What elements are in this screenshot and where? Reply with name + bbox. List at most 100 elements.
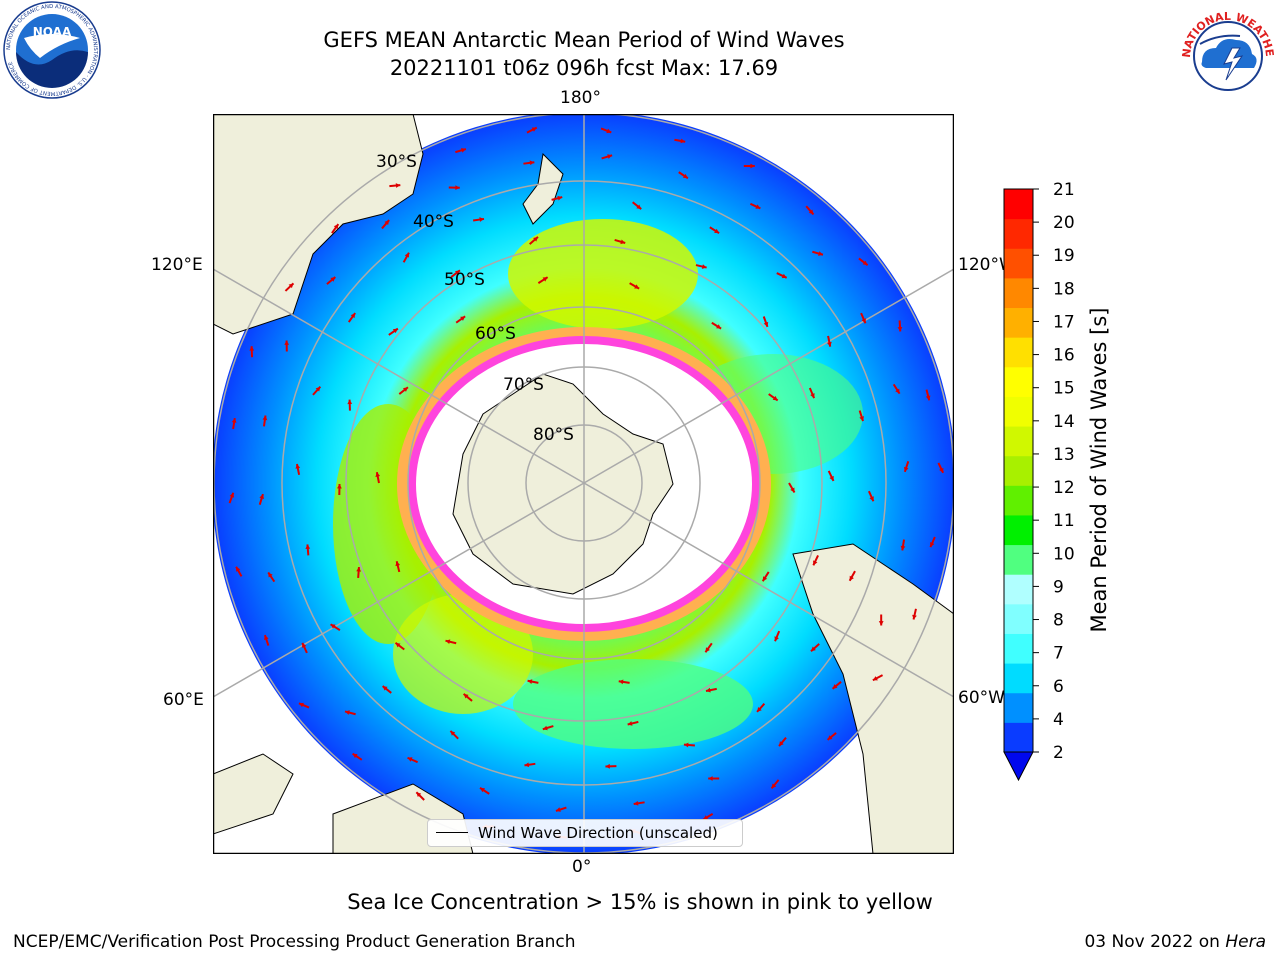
wave-direction-arrowhead: [395, 642, 401, 648]
australia-land: [213, 114, 424, 335]
colorbar-segment: [1004, 307, 1033, 338]
wave-direction-arrowhead: [813, 560, 818, 566]
wave-direction-arrowhead: [808, 209, 814, 215]
wave-direction-arrowhead: [750, 163, 755, 169]
lat-label-70s: 70°S: [503, 375, 544, 395]
wave-direction-arrowhead: [557, 195, 563, 201]
lon-label-120e: 120°E: [151, 255, 203, 275]
wave-direction-arrowhead: [872, 676, 878, 681]
wave-direction-arrowhead: [763, 321, 769, 327]
wave-direction-arrowhead: [344, 710, 350, 715]
wave-direction-arrowhead: [460, 316, 466, 321]
colorbar-tick-label: 17: [1053, 312, 1075, 332]
high-period-region: [393, 594, 533, 714]
colorbar-tick-label: 2: [1053, 743, 1064, 763]
colorbar-segment: [1004, 692, 1033, 723]
wave-direction-arrowhead: [708, 776, 713, 781]
wave-direction-arrowhead: [288, 283, 294, 289]
wave-direction-arrowhead: [463, 693, 469, 699]
wave-direction-arrowhead: [229, 492, 235, 498]
wave-direction-arrowhead: [703, 815, 709, 820]
wave-direction-arrowhead: [264, 635, 269, 640]
colorbar-segment: [1004, 544, 1033, 575]
footer-right: 03 Nov 2022 on Hera: [1084, 932, 1266, 952]
colorbar-tick-label: 20: [1053, 213, 1075, 233]
wave-direction-arrowhead: [781, 273, 787, 279]
wave-direction-arrowhead: [757, 707, 762, 712]
wave-direction-arrowhead: [347, 399, 353, 405]
wave-direction-arrowhead: [705, 687, 711, 693]
wave-direction-arrowhead: [607, 154, 613, 159]
wave-direction-arrowhead: [636, 204, 642, 210]
wave-direction-arrowhead: [352, 753, 358, 759]
wave-direction-arrowhead: [832, 684, 838, 689]
colorbar-segment: [1004, 574, 1033, 605]
wave-direction-arrowhead: [705, 647, 710, 653]
wave-direction-arrowhead: [284, 340, 290, 345]
footer-left: NCEP/EMC/Verification Post Processing Pr…: [13, 932, 576, 952]
colorbar-segment: [1004, 366, 1033, 397]
chart-title: GEFS MEAN Antarctic Mean Period of Wind …: [323, 28, 845, 52]
wave-direction-arrowhead: [771, 783, 777, 789]
wave-direction-arrowhead: [862, 260, 868, 266]
wave-direction-arrowhead: [542, 725, 548, 731]
wave-direction-arrowhead: [762, 576, 768, 582]
wave-direction-arrowhead: [869, 496, 874, 502]
wave-direction-arrowhead: [774, 636, 779, 642]
chart-subtitle: 20221101 t06z 096h fcst Max: 17.69: [389, 56, 779, 80]
lon-label-180: 180°: [560, 88, 601, 108]
wave-direction-arrowhead: [755, 204, 761, 209]
wave-direction-arrowhead: [356, 567, 362, 572]
wave-direction-arrowhead: [627, 721, 633, 726]
footer-date: 03 Nov 2022 on: [1084, 932, 1226, 952]
south-america-land: [792, 543, 954, 854]
footer-machine: Hera: [1225, 932, 1266, 952]
lat-label-80s: 80°S: [533, 425, 574, 445]
wave-direction-arrowhead: [529, 160, 535, 166]
colorbar-segment: [1004, 426, 1033, 457]
wave-direction-arrowhead: [305, 544, 311, 549]
wave-direction-arrowhead: [392, 328, 398, 334]
wave-direction-arrowhead: [395, 561, 401, 567]
wave-direction-arrowhead: [555, 807, 561, 812]
wave-direction-arrowhead: [236, 566, 241, 572]
colorbar-tick-label: 18: [1053, 279, 1075, 299]
lon-label-60w: 60°W: [958, 688, 1005, 708]
colorbar-tick-label: 13: [1053, 445, 1075, 465]
colorbar-tick-label: 12: [1053, 478, 1075, 498]
wave-direction-arrowhead: [524, 762, 530, 768]
wave-direction-arrowhead: [606, 128, 612, 134]
high-period-region: [508, 219, 698, 329]
wave-direction-arrowhead: [861, 318, 866, 324]
colorbar-tick-label: 4: [1053, 710, 1064, 730]
wave-direction-arrowhead: [849, 575, 854, 581]
colorbar-tick-label: 10: [1053, 544, 1075, 564]
colorbar-tick-label: 14: [1053, 412, 1075, 432]
map-border: [213, 114, 954, 854]
wave-direction-arrowhead: [527, 679, 533, 684]
wave-direction-arrowhead: [897, 326, 903, 332]
wave-direction-arrowhead: [450, 730, 456, 736]
wave-direction-arrowhead: [682, 173, 688, 179]
wave-direction-arrowhead: [895, 388, 900, 394]
lon-label-120w: 120°W: [958, 255, 1016, 275]
colorbar-segment: [1004, 455, 1033, 486]
legend-line-swatch: [436, 832, 468, 833]
wave-direction-arrowhead: [772, 395, 778, 401]
wave-direction-arrowhead: [249, 346, 255, 351]
colorbar-extend-arrow: [1003, 751, 1034, 782]
wave-direction-arrowhead: [859, 416, 864, 422]
wave-direction-arrowhead: [330, 277, 336, 282]
wave-direction-arrowhead: [295, 464, 301, 469]
colorbar-segment: [1004, 603, 1033, 634]
nws-logo: NATIONAL WEATHER SERVICE: [1178, 6, 1276, 103]
colorbar-tick-label: 8: [1053, 611, 1064, 631]
madagascar-land: [213, 753, 294, 835]
wave-direction-arrowhead: [912, 614, 917, 620]
colorbar-segment: [1004, 277, 1033, 309]
legend-label: Wind Wave Direction (unscaled): [478, 824, 718, 842]
wave-direction-arrowhead: [779, 741, 784, 747]
wave-direction-arrowhead: [479, 217, 485, 222]
wave-direction-arrowhead: [930, 542, 935, 548]
lat-label-40s: 40°S: [413, 212, 454, 232]
